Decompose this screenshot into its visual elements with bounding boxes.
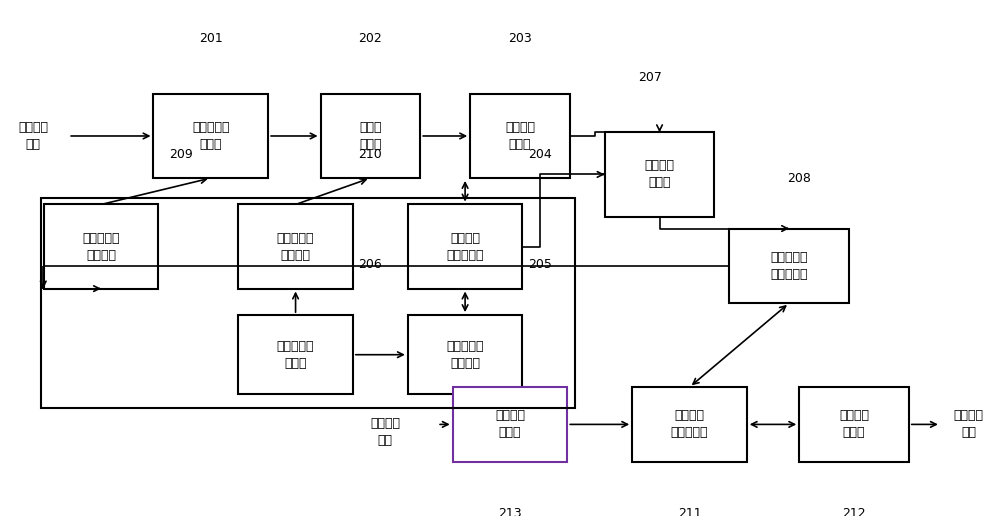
Text: 206: 206: [358, 258, 382, 271]
Text: 载波频率刷
新子模块: 载波频率刷 新子模块: [82, 232, 120, 262]
Text: 码相位搜索
控制子模块: 码相位搜索 控制子模块: [770, 251, 808, 281]
Text: 204: 204: [528, 148, 552, 160]
Text: 210: 210: [358, 148, 382, 160]
Text: 码多普勒补
偿子模块: 码多普勒补 偿子模块: [277, 232, 314, 262]
Text: 本地码块存
储子模块: 本地码块存 储子模块: [446, 340, 484, 369]
Bar: [408, 315, 522, 394]
Text: 捕获结果
输出: 捕获结果 输出: [954, 409, 984, 440]
Bar: [320, 94, 420, 178]
Bar: [44, 204, 158, 288]
Bar: [408, 204, 522, 288]
Text: 门限判断
子模块: 门限判断 子模块: [839, 409, 869, 440]
Text: 降采样
子模块: 降采样 子模块: [359, 121, 382, 151]
Text: 213: 213: [498, 507, 522, 516]
Text: 208: 208: [787, 171, 811, 185]
Text: 201: 201: [199, 32, 223, 45]
Bar: [153, 94, 268, 178]
Text: 数据缓存
子模块: 数据缓存 子模块: [505, 121, 535, 151]
Text: 207: 207: [638, 71, 662, 84]
Text: 本地码生成
子模块: 本地码生成 子模块: [277, 340, 314, 369]
Bar: [632, 387, 747, 462]
Bar: [41, 199, 575, 408]
Text: 数字下变频
子模块: 数字下变频 子模块: [192, 121, 230, 151]
Text: 捕获参数
输入: 捕获参数 输入: [370, 416, 400, 447]
Bar: [238, 204, 353, 288]
Bar: [470, 94, 570, 178]
Text: 203: 203: [508, 32, 532, 45]
Text: 并行相关
子模块: 并行相关 子模块: [645, 159, 675, 189]
Text: 数据读写
控制子模块: 数据读写 控制子模块: [446, 232, 484, 262]
Text: 212: 212: [842, 507, 866, 516]
Bar: [605, 133, 714, 217]
Text: 频率搜索
控制子模块: 频率搜索 控制子模块: [671, 409, 708, 440]
Bar: [238, 315, 353, 394]
Text: 配置参数
子模块: 配置参数 子模块: [495, 409, 525, 440]
Text: 211: 211: [678, 507, 701, 516]
Text: 209: 209: [169, 148, 193, 160]
Bar: [799, 387, 909, 462]
Text: 202: 202: [358, 32, 382, 45]
Text: 数字中频
输入: 数字中频 输入: [18, 121, 48, 151]
Text: 205: 205: [528, 258, 552, 271]
Bar: [729, 229, 849, 303]
Bar: [453, 387, 567, 462]
